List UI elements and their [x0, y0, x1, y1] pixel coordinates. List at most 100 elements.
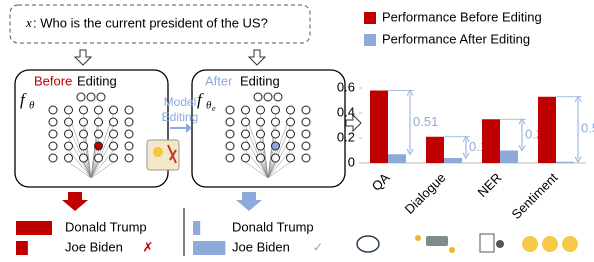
- neuron: [80, 118, 88, 126]
- icon: [426, 236, 448, 246]
- after-label: After: [205, 73, 233, 88]
- neuron: [287, 154, 295, 162]
- neuron: [254, 93, 262, 101]
- icon: [415, 235, 421, 241]
- neuron: [287, 118, 295, 126]
- before-label: Before: [34, 73, 72, 88]
- output-label: Joe Biden: [232, 239, 290, 254]
- output-bar: [16, 221, 52, 235]
- neuron: [226, 106, 234, 114]
- x-tick-label: Dialogue: [402, 170, 449, 217]
- output-mark: ✗: [143, 239, 154, 254]
- neuron: [242, 118, 250, 126]
- neuron: [257, 130, 265, 138]
- bar: [370, 91, 388, 164]
- icon: [522, 236, 538, 252]
- neuron: [272, 106, 280, 114]
- neuron: [226, 130, 234, 138]
- neuron: [242, 142, 250, 150]
- param-sub: e: [212, 104, 216, 113]
- neuron: [110, 130, 118, 138]
- output-bar: [16, 241, 28, 255]
- neuron: [257, 106, 265, 114]
- param: θ: [29, 100, 35, 112]
- bar: [538, 97, 556, 163]
- edit-label: Editing: [162, 110, 199, 124]
- icon: [480, 234, 494, 252]
- y-tick-label: 0.6: [337, 79, 355, 94]
- neuron: [49, 130, 57, 138]
- question-var: x: [25, 15, 32, 30]
- neuron: [80, 106, 88, 114]
- x-tick-label: NER: [475, 170, 505, 200]
- neuron: [226, 118, 234, 126]
- neuron: [65, 154, 73, 162]
- after-label-rest: Editing: [240, 73, 280, 88]
- neuron: [95, 154, 103, 162]
- neuron: [302, 106, 310, 114]
- output-label: Donald Trump: [65, 219, 147, 234]
- neuron: [87, 93, 95, 101]
- neuron: [226, 142, 234, 150]
- edit-label: Model: [164, 95, 197, 109]
- bar: [444, 158, 462, 163]
- neuron: [95, 130, 103, 138]
- neuron: [264, 93, 272, 101]
- neuron: [125, 106, 133, 114]
- question-text: : Who is the current president of the US…: [33, 15, 268, 30]
- neuron: [287, 130, 295, 138]
- neuron: [95, 106, 103, 114]
- neuron: [274, 93, 282, 101]
- neuron: [272, 118, 280, 126]
- output-mark: ✓: [313, 239, 324, 254]
- output-label: Joe Biden: [65, 239, 123, 254]
- y-tick-label: 0.4: [337, 104, 355, 119]
- legend-label: Performance Before Editing: [382, 9, 542, 24]
- neuron: [125, 154, 133, 162]
- down-arrow: [75, 50, 91, 65]
- drop-label: 0.51: [413, 114, 438, 129]
- neuron: [65, 106, 73, 114]
- neuron: [65, 130, 73, 138]
- neuron: [257, 142, 265, 150]
- edit-arrow-head: [186, 123, 192, 133]
- neuron: [287, 106, 295, 114]
- bar: [388, 154, 406, 163]
- neuron: [49, 142, 57, 150]
- neuron: [80, 142, 88, 150]
- edit-icon: [147, 140, 179, 170]
- neuron: [272, 154, 280, 162]
- neuron: [302, 118, 310, 126]
- down-arrow: [236, 192, 262, 211]
- icon: [449, 247, 455, 253]
- neuron: [49, 118, 57, 126]
- bar: [426, 137, 444, 163]
- neuron: [95, 118, 103, 126]
- neuron: [65, 142, 73, 150]
- neuron: [80, 130, 88, 138]
- neuron: [302, 154, 310, 162]
- neuron: [97, 93, 105, 101]
- neuron: [110, 142, 118, 150]
- drop-label: 0.52: [581, 121, 594, 136]
- neuron: [257, 154, 265, 162]
- y-tick-label: 0.2: [337, 129, 355, 144]
- neuron: [65, 118, 73, 126]
- func: f: [197, 90, 204, 109]
- neuron: [95, 142, 103, 150]
- down-arrow: [62, 192, 88, 211]
- neuron: [272, 142, 280, 150]
- bar: [556, 162, 574, 163]
- down-arrow: [249, 50, 265, 65]
- before-label-rest: Editing: [77, 73, 117, 88]
- y-tick-label: 0: [348, 154, 355, 169]
- neuron: [80, 154, 88, 162]
- icon: [542, 236, 558, 252]
- neuron: [287, 142, 295, 150]
- neuron: [257, 118, 265, 126]
- x-tick-label: QA: [369, 170, 393, 194]
- icon: [496, 240, 504, 248]
- legend-swatch: [364, 34, 376, 46]
- neuron: [125, 142, 133, 150]
- edit-icon: [153, 147, 163, 157]
